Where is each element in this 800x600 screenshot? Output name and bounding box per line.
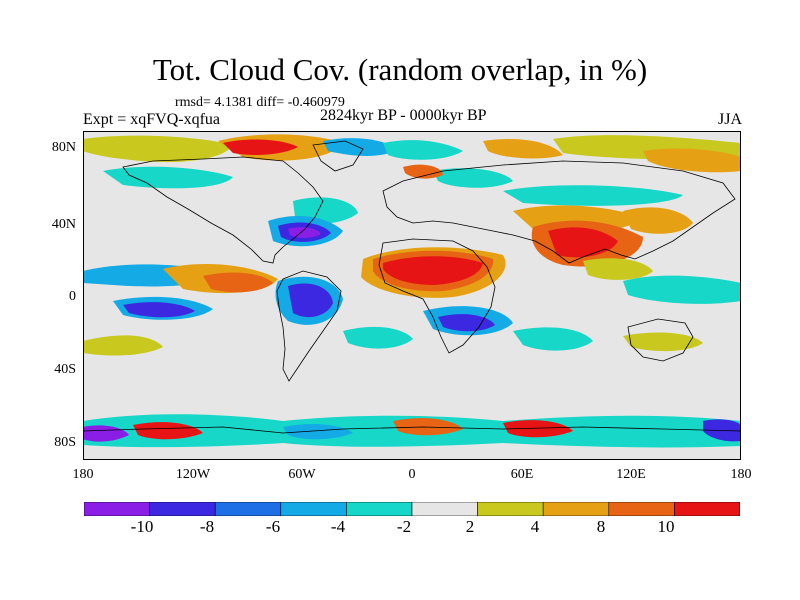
colorbar-label: 8	[596, 517, 606, 536]
colorbar-label: -4	[330, 517, 346, 536]
colorbar-swatch	[214, 502, 282, 516]
colorbar-swatch	[346, 502, 413, 516]
lat-label-eq: 0	[69, 289, 76, 304]
cloud-cover-map	[83, 131, 741, 460]
colorbar-swatch	[84, 502, 150, 516]
experiment-label: Expt = xqFVQ-xqfua	[83, 111, 221, 128]
lon-label-120e: 120E	[616, 467, 646, 482]
colorbar-swatch	[674, 502, 740, 516]
colorbar-swatch	[477, 502, 544, 516]
colorbar-label: -8	[199, 517, 215, 536]
lon-label-120w: 120W	[175, 467, 211, 482]
colorbar-label: 4	[530, 517, 540, 536]
lat-label-80n: 80N	[51, 140, 76, 155]
colorbar-swatch	[411, 502, 478, 516]
lon-label-180w: 180	[72, 467, 94, 482]
lon-label-0: 0	[408, 467, 416, 482]
colorbar-swatch	[280, 502, 347, 516]
lon-label-180e: 180	[730, 467, 752, 482]
colorbar-label: -6	[265, 517, 281, 536]
season-label: JJA	[717, 111, 742, 128]
colorbar-swatch	[149, 502, 216, 516]
lon-label-60e: 60E	[510, 467, 534, 482]
anomaly-patches	[83, 134, 741, 448]
lon-label-60w: 60W	[288, 467, 316, 482]
lat-label-40s: 40S	[54, 362, 76, 377]
lat-label-80s: 80S	[54, 435, 76, 450]
coastlines	[83, 140, 741, 434]
colorbar-swatch	[608, 502, 675, 516]
colorbar-label: -10	[130, 517, 154, 536]
colorbar-swatch	[542, 502, 610, 516]
colorbar	[84, 502, 740, 516]
colorbar-label: 10	[657, 517, 675, 536]
colorbar-label: 2	[465, 517, 475, 536]
stats-text: rmsd= 4.1381 diff= -0.460979	[175, 95, 345, 110]
plot-title: Tot. Cloud Cov. (random overlap, in %)	[152, 52, 648, 87]
colorbar-label: -2	[396, 517, 412, 536]
lat-label-40n: 40N	[51, 217, 76, 232]
period-label: 2824kyr BP - 0000kyr BP	[320, 107, 487, 124]
